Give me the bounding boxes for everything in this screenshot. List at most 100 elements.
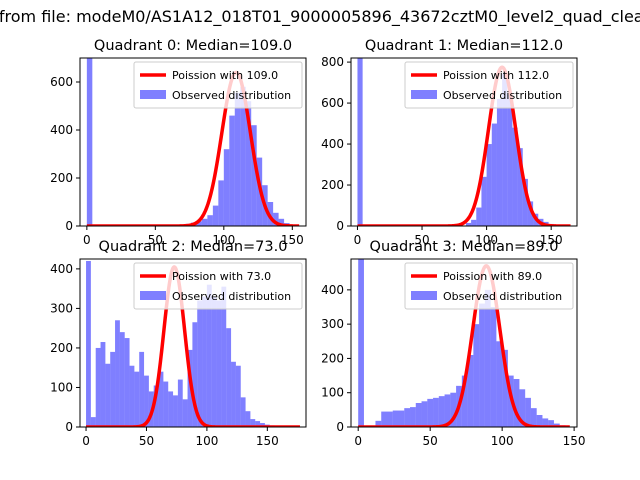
y-tick-label: 200 bbox=[50, 171, 73, 185]
histogram-bar bbox=[507, 94, 513, 226]
y-tick-label: 300 bbox=[50, 301, 73, 315]
y-tick-label: 200 bbox=[321, 178, 344, 192]
legend-swatch-observed bbox=[140, 291, 166, 300]
histogram-bar bbox=[358, 259, 364, 427]
histogram-bar bbox=[153, 385, 159, 427]
histogram-bar bbox=[473, 324, 480, 427]
histogram-bar bbox=[450, 392, 457, 427]
y-tick-label: 600 bbox=[321, 96, 344, 110]
histogram-bar bbox=[158, 371, 164, 427]
x-tick-label: 50 bbox=[139, 434, 154, 448]
histogram-bar bbox=[490, 307, 497, 427]
histogram-bar bbox=[212, 205, 219, 226]
histogram-bar bbox=[522, 178, 528, 226]
legend-box bbox=[133, 61, 303, 109]
legend-box bbox=[404, 61, 574, 109]
histogram-bar bbox=[139, 351, 145, 427]
histogram-bar bbox=[245, 411, 251, 427]
histogram-bar bbox=[95, 347, 101, 427]
legend-label-poisson: Poission with 89.0 bbox=[443, 270, 542, 283]
histogram-bar bbox=[250, 419, 256, 427]
legend-label-observed: Observed distribution bbox=[443, 89, 562, 102]
histogram-bar bbox=[260, 423, 265, 427]
histogram-bar bbox=[251, 125, 257, 226]
x-tick-label: 0 bbox=[82, 434, 90, 448]
histogram-bar bbox=[115, 320, 120, 427]
poisson-curve bbox=[85, 70, 301, 226]
histogram-bar bbox=[527, 201, 534, 226]
x-tick-label: 150 bbox=[563, 434, 586, 448]
subplot-quadrant-3: 0 50 100 150 0 100 200 300 400 Quadrant 3: Median… bbox=[321, 239, 585, 448]
histogram-bar bbox=[245, 101, 252, 226]
y-tick-label: 400 bbox=[50, 262, 73, 276]
legend: Poission with 73.0 Observed distribution bbox=[133, 262, 303, 310]
legend: Poission with 89.0 Observed distribution bbox=[404, 262, 574, 310]
histogram-bar bbox=[105, 363, 111, 427]
y-tick-label: 600 bbox=[50, 75, 73, 89]
axes-frame bbox=[79, 57, 307, 227]
poisson-curve bbox=[84, 265, 302, 427]
histogram-bar bbox=[182, 399, 188, 427]
histogram-bar bbox=[231, 361, 236, 427]
histogram-bar bbox=[433, 397, 439, 427]
histogram-bar bbox=[100, 342, 106, 427]
legend-label-poisson: Poission with 109.0 bbox=[172, 69, 278, 82]
y-tick-label: 0 bbox=[336, 420, 344, 434]
legend-label-observed: Observed distribution bbox=[172, 89, 291, 102]
subplot-title: Quadrant 2: Median=73.0 bbox=[99, 239, 288, 255]
legend-swatch-observed bbox=[140, 90, 166, 99]
x-tick-label: 150 bbox=[281, 233, 304, 247]
histogram-bar bbox=[229, 115, 235, 226]
histogram-bar bbox=[410, 407, 416, 427]
y-tick-label: 400 bbox=[50, 123, 73, 137]
legend-swatch-observed bbox=[411, 90, 437, 99]
histogram-bar bbox=[202, 296, 207, 427]
histogram-bar bbox=[163, 381, 169, 427]
histogram-bar bbox=[484, 289, 491, 427]
figure-suptitle: Data from file: modeM0/AS1A12_018T01_900… bbox=[0, 7, 640, 27]
y-tick-label: 300 bbox=[321, 317, 344, 331]
histogram-bar bbox=[548, 420, 554, 427]
histogram-bar bbox=[513, 379, 520, 427]
legend: Poission with 112.0 Observed distribution bbox=[404, 61, 574, 109]
histogram-bar bbox=[398, 410, 405, 427]
legend-box bbox=[404, 262, 574, 310]
y-tick-label: 400 bbox=[321, 137, 344, 151]
histogram-bar bbox=[444, 394, 451, 427]
histogram-bar bbox=[530, 408, 537, 427]
x-tick-label: 50 bbox=[414, 233, 429, 247]
histogram-bar bbox=[86, 260, 91, 427]
y-tick-label: 400 bbox=[321, 283, 344, 297]
y-tick-label: 200 bbox=[50, 341, 73, 355]
histogram-bar bbox=[129, 365, 135, 427]
histogram-bar bbox=[479, 303, 485, 427]
histogram-bar bbox=[491, 123, 497, 226]
histogram-bar bbox=[90, 417, 96, 427]
histogram-bar bbox=[421, 401, 428, 427]
histogram-bar bbox=[273, 212, 279, 226]
subplot-title: Quadrant 0: Median=109.0 bbox=[94, 38, 292, 54]
x-tick-label: 100 bbox=[491, 434, 514, 448]
histogram-bar bbox=[235, 365, 241, 427]
histogram-bar bbox=[512, 127, 518, 226]
histogram-bar bbox=[278, 218, 285, 226]
histogram-bar bbox=[240, 397, 246, 427]
y-tick-label: 200 bbox=[321, 351, 344, 365]
histogram-bar bbox=[471, 219, 477, 226]
histogram-bar bbox=[438, 396, 445, 427]
histogram-bar bbox=[381, 411, 387, 427]
histogram-bar bbox=[221, 286, 227, 427]
histogram-bar bbox=[496, 98, 503, 226]
x-tick-label: 0 bbox=[83, 233, 91, 247]
histogram-bar bbox=[486, 144, 492, 226]
histogram-bar bbox=[197, 300, 203, 427]
histogram-bar bbox=[255, 421, 261, 427]
histogram-bar bbox=[206, 284, 212, 427]
histogram-bar bbox=[461, 375, 468, 427]
histogram-bar bbox=[192, 322, 198, 427]
histogram-bar bbox=[168, 391, 174, 427]
histogram-bar bbox=[467, 355, 474, 427]
x-tick-label: 50 bbox=[423, 434, 438, 448]
histogram-bar bbox=[502, 73, 508, 226]
